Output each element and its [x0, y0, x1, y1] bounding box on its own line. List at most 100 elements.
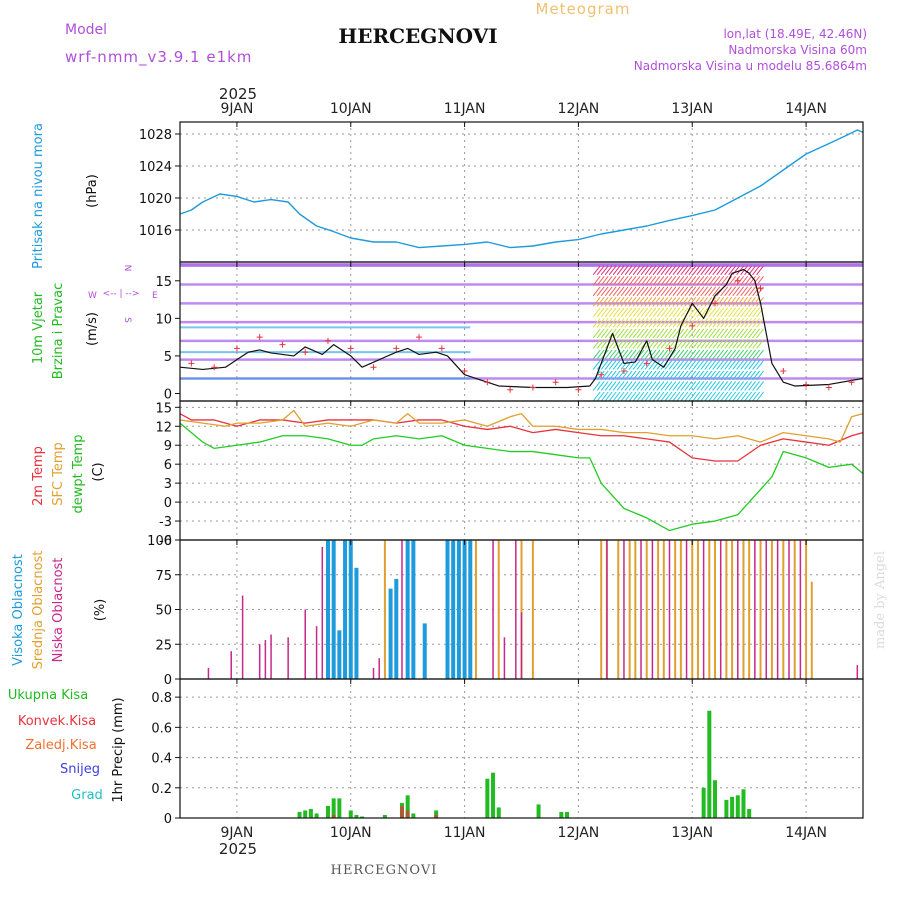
wind-barb	[668, 370, 677, 381]
wind-barb	[592, 307, 601, 318]
precip-bar	[303, 810, 308, 818]
wind-barb	[744, 328, 753, 339]
wind-barb	[640, 286, 649, 297]
wind-barb	[696, 381, 705, 391]
wind-barb	[640, 297, 649, 307]
wind-gust-mark	[507, 386, 514, 393]
wind-barb	[736, 297, 745, 307]
wind-barb	[696, 286, 705, 297]
wind-barb	[680, 381, 689, 391]
wind-barb	[648, 328, 657, 339]
wind-barb	[604, 381, 613, 391]
footer-station: HERCEGNOVI	[331, 863, 438, 878]
cloud-bar	[617, 540, 620, 679]
wind-barb	[676, 370, 685, 381]
wind-barb	[604, 370, 613, 381]
precip-unit: 1hr Precip (mm)	[111, 697, 126, 802]
wind-barb	[632, 370, 641, 381]
wind-barb	[712, 391, 721, 402]
wind-barb	[628, 275, 637, 286]
wind-barb	[732, 391, 741, 402]
cloud-bar	[754, 540, 756, 679]
wind-barb	[676, 360, 685, 370]
y-tick-label: 0.2	[151, 782, 172, 797]
wind-gust-mark	[780, 367, 787, 374]
precip-bar	[730, 796, 735, 818]
wind-barb	[756, 349, 764, 360]
wind-barb	[620, 328, 629, 339]
wind-barb	[616, 307, 625, 318]
wind-barb	[612, 275, 621, 286]
cloud-bar	[691, 540, 694, 679]
wind-barb	[632, 275, 641, 286]
wind-barb	[600, 381, 609, 391]
wind-barb	[712, 297, 721, 307]
wind-barb	[628, 318, 637, 328]
wind-barb	[600, 360, 609, 370]
cloud-bar	[634, 540, 637, 679]
wind-barb	[720, 265, 729, 276]
cloud-bar	[401, 540, 403, 679]
precip-bar	[724, 799, 729, 818]
cloud-bar	[520, 540, 523, 679]
wind-barb	[736, 370, 745, 381]
wind-barb	[636, 286, 645, 297]
wind-barb	[688, 339, 697, 349]
wind-gust-mark	[734, 277, 741, 284]
wind-barb	[632, 286, 641, 297]
wind-barb	[660, 265, 669, 276]
wind-barb	[704, 297, 713, 307]
wind-barb	[632, 307, 641, 318]
wind-barb	[652, 370, 661, 381]
wind-barb	[736, 328, 745, 339]
cloud-bar	[451, 540, 456, 679]
wind-barb	[652, 328, 661, 339]
wind-barb	[684, 286, 693, 297]
wind-barb	[712, 307, 721, 318]
precip-bar	[434, 810, 439, 818]
wind-barb	[644, 370, 653, 381]
precip-bar	[491, 772, 496, 818]
wind-barb	[592, 391, 601, 402]
wind-barb	[628, 370, 637, 381]
wind-barb	[608, 265, 617, 276]
wind-barb	[596, 349, 605, 360]
wind-barb	[636, 328, 645, 339]
product-title: Meteogram	[536, 0, 631, 18]
cloud-bar	[304, 609, 306, 679]
wind-barb	[644, 339, 653, 349]
precip-bar	[411, 813, 416, 818]
wind-barb	[680, 307, 689, 318]
cloud-bar	[515, 540, 517, 679]
wind-barb	[748, 275, 756, 286]
wind-gust-mark	[416, 334, 423, 341]
wind-barb	[680, 297, 689, 307]
wind-barb	[724, 381, 733, 391]
cloud-bar	[394, 578, 399, 679]
wind-barb	[676, 339, 685, 349]
wind-barb	[748, 307, 756, 318]
wind-barb	[732, 307, 741, 318]
y-tick-label: 0	[164, 812, 172, 827]
wind-barb	[740, 275, 749, 286]
wind-barb	[692, 275, 701, 286]
wind-barb	[612, 307, 621, 318]
precip-bar	[405, 795, 410, 818]
wind-barb	[696, 349, 705, 360]
wind-barb	[672, 349, 681, 360]
wind-gust-mark	[188, 360, 195, 367]
wind-barb	[720, 328, 729, 339]
wind-barb	[592, 265, 601, 276]
wind-barb	[692, 307, 701, 318]
wind-barb	[752, 360, 760, 370]
wind-barb	[656, 328, 665, 339]
precip-label-hail: Grad	[71, 788, 103, 803]
compass-arrows: <-- | -->	[103, 289, 140, 299]
wind-barb	[684, 328, 693, 339]
cloud-bar	[497, 540, 500, 679]
cloud-bar	[354, 567, 359, 679]
cloud-label-high: Visoka Oblacnost	[11, 554, 26, 666]
wind-barb	[644, 307, 653, 318]
wind-barb	[620, 275, 629, 286]
cloud-bar	[383, 540, 386, 679]
